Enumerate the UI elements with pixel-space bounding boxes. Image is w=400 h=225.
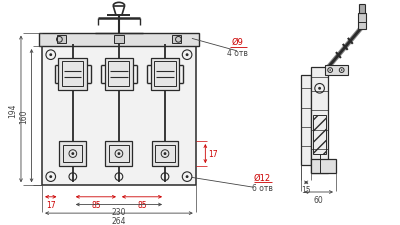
Text: 230: 230 bbox=[112, 207, 126, 216]
Circle shape bbox=[49, 176, 52, 178]
Bar bbox=[311, 68, 328, 173]
Bar bbox=[152, 142, 178, 166]
Bar bbox=[63, 145, 82, 162]
Text: 17: 17 bbox=[208, 149, 218, 158]
Text: 264: 264 bbox=[112, 216, 126, 225]
Text: Ø12: Ø12 bbox=[254, 173, 270, 182]
Text: 85: 85 bbox=[137, 200, 147, 209]
Text: 15: 15 bbox=[301, 185, 311, 194]
Circle shape bbox=[46, 51, 56, 60]
Circle shape bbox=[164, 153, 166, 155]
Bar bbox=[62, 62, 83, 87]
Text: 160: 160 bbox=[20, 109, 29, 124]
Bar bbox=[154, 62, 176, 87]
Bar bbox=[108, 62, 130, 87]
Bar bbox=[358, 14, 366, 29]
Bar bbox=[156, 145, 175, 162]
Bar bbox=[56, 36, 66, 44]
Circle shape bbox=[329, 70, 331, 72]
Circle shape bbox=[341, 70, 342, 72]
Text: 6 отв: 6 отв bbox=[252, 184, 272, 193]
Text: 60: 60 bbox=[314, 195, 324, 204]
Bar bbox=[325, 66, 348, 76]
Circle shape bbox=[71, 153, 74, 155]
Circle shape bbox=[46, 172, 56, 182]
Text: 4 отв: 4 отв bbox=[226, 49, 248, 58]
Circle shape bbox=[186, 176, 188, 178]
Bar bbox=[151, 58, 180, 91]
Bar bbox=[104, 58, 133, 91]
Bar bbox=[114, 36, 124, 44]
Bar bbox=[106, 142, 132, 166]
Bar bbox=[42, 47, 196, 185]
Bar bbox=[59, 142, 86, 166]
Circle shape bbox=[118, 153, 120, 155]
Bar bbox=[39, 34, 199, 47]
Bar bbox=[109, 145, 128, 162]
Circle shape bbox=[186, 54, 188, 57]
Circle shape bbox=[182, 172, 192, 182]
Text: Ø9: Ø9 bbox=[231, 38, 243, 47]
Bar bbox=[313, 116, 326, 154]
Bar bbox=[58, 58, 87, 91]
Text: 85: 85 bbox=[91, 200, 101, 209]
Text: 17: 17 bbox=[46, 200, 56, 209]
Text: 194: 194 bbox=[8, 103, 17, 117]
Circle shape bbox=[49, 54, 52, 57]
Circle shape bbox=[318, 88, 321, 90]
Bar bbox=[172, 36, 181, 44]
Bar bbox=[311, 160, 336, 173]
Circle shape bbox=[182, 51, 192, 60]
Bar bbox=[301, 76, 311, 165]
